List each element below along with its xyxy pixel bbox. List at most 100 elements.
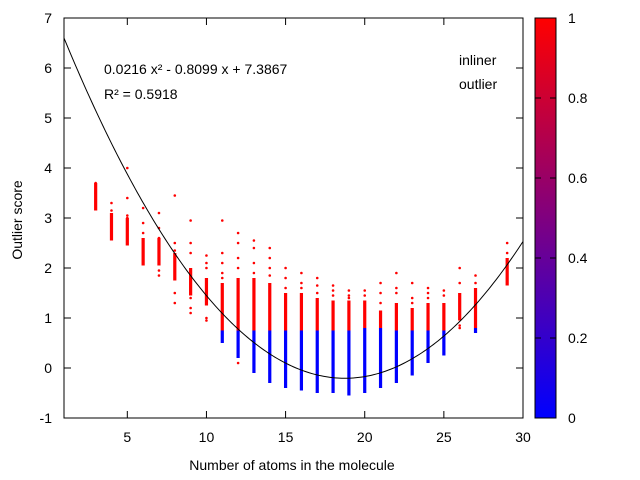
- outlier-point: [505, 276, 509, 280]
- outlier-point: [458, 326, 461, 330]
- inlier-band: [442, 330, 446, 356]
- outlier-point: [94, 191, 97, 195]
- outlier-point: [236, 266, 240, 270]
- outlier-band: [252, 278, 256, 331]
- y-axis-label: Outlier score: [9, 180, 25, 260]
- outlier-band: [94, 183, 98, 211]
- y-tick-label: 6: [44, 60, 52, 76]
- outlier-point: [458, 266, 461, 270]
- outlier-point: [474, 274, 477, 277]
- inlier-band: [236, 330, 240, 358]
- column-x-19: [347, 289, 351, 396]
- x-tick-label: 10: [199, 429, 215, 445]
- outlier-point: [284, 286, 287, 290]
- x-axis-label: Number of atoms in the molecule: [189, 457, 395, 473]
- outlier-point: [189, 251, 192, 255]
- outlier-point: [315, 284, 319, 287]
- outlier-point: [220, 251, 224, 255]
- outlier-band: [378, 310, 383, 328]
- y-tick-label: -1: [40, 410, 53, 426]
- colorbar-tick-label: 0.2: [568, 330, 588, 346]
- outlier-point: [173, 301, 177, 305]
- legend-inliner: inliner: [459, 52, 497, 68]
- outlier-point: [173, 249, 177, 252]
- y-tick-label: 5: [44, 110, 52, 126]
- inlier-band: [426, 330, 430, 363]
- column-x-5: [125, 166, 129, 246]
- x-tick-label: 5: [123, 429, 131, 445]
- outlier-point: [284, 276, 287, 280]
- column-x-12: [236, 231, 240, 365]
- outlier-band: [458, 293, 462, 321]
- inlier-band: [378, 328, 383, 388]
- colorbar-tick-label: 0.6: [568, 170, 588, 186]
- inlier-band: [394, 330, 398, 383]
- outlier-band: [426, 303, 430, 331]
- outlier-band: [410, 308, 414, 331]
- outlier-point: [236, 361, 240, 365]
- inlier-band: [315, 330, 319, 393]
- outlier-point: [347, 294, 351, 297]
- outlier-point: [268, 256, 272, 260]
- outlier-point: [252, 271, 256, 275]
- outlier-point: [157, 274, 161, 277]
- inlier-band: [347, 330, 351, 396]
- outlier-point: [379, 281, 382, 285]
- outlier-band: [236, 278, 240, 331]
- outlier-point: [141, 221, 145, 225]
- outlier-point: [347, 296, 351, 300]
- column-x-14: [268, 246, 272, 383]
- outlier-point: [205, 266, 208, 270]
- column-x-23: [410, 281, 414, 376]
- outlier-point: [173, 241, 177, 245]
- column-x-29: [505, 241, 509, 286]
- column-x-4: [109, 201, 114, 241]
- outlier-point: [300, 281, 303, 285]
- outlier-point: [189, 296, 192, 300]
- column-x-24: [426, 286, 430, 363]
- outlier-point: [220, 219, 224, 222]
- outlier-point: [205, 261, 208, 265]
- outlier-point: [331, 294, 335, 297]
- outlier-point: [141, 231, 145, 235]
- outlier-band: [189, 268, 193, 296]
- column-x-13: [252, 239, 256, 373]
- outlier-point: [189, 219, 192, 222]
- outlier-point: [236, 256, 240, 260]
- outlier-point: [395, 271, 398, 275]
- outlier-band: [299, 293, 304, 331]
- column-x-7: [157, 211, 161, 277]
- fit-equation: 0.0216 x² - 0.8099 x + 7.3867: [104, 61, 288, 77]
- outlier-point: [410, 301, 414, 305]
- x-tick-label: 30: [515, 429, 531, 445]
- y-tick-label: 3: [44, 210, 52, 226]
- outlier-point: [458, 324, 461, 327]
- outlier-point: [157, 269, 161, 272]
- outlier-point: [94, 181, 97, 185]
- outlier-point: [126, 166, 129, 170]
- column-x-27: [473, 274, 478, 333]
- fit-curve-layer: [64, 37, 523, 379]
- inlier-band: [268, 330, 272, 383]
- outlier-point: [205, 316, 208, 320]
- outlier-point: [126, 229, 129, 232]
- outlier-point: [284, 266, 287, 270]
- outlier-point: [236, 241, 240, 245]
- outlier-point: [410, 281, 414, 285]
- outlier-band: [283, 293, 288, 331]
- outlier-point: [458, 281, 461, 285]
- outlier-band: [347, 300, 351, 331]
- column-x-15: [283, 266, 288, 388]
- outlier-point: [157, 256, 161, 260]
- outlier-band: [157, 238, 161, 266]
- outlier-point: [252, 261, 256, 265]
- column-x-9: [189, 219, 193, 315]
- legend-outlier: outlier: [459, 76, 497, 92]
- outlier-point: [505, 251, 509, 255]
- x-tick-label: 20: [357, 429, 373, 445]
- inlier-band: [283, 330, 288, 388]
- column-x-26: [458, 266, 462, 330]
- column-x-3: [94, 181, 98, 211]
- column-x-25: [442, 289, 446, 356]
